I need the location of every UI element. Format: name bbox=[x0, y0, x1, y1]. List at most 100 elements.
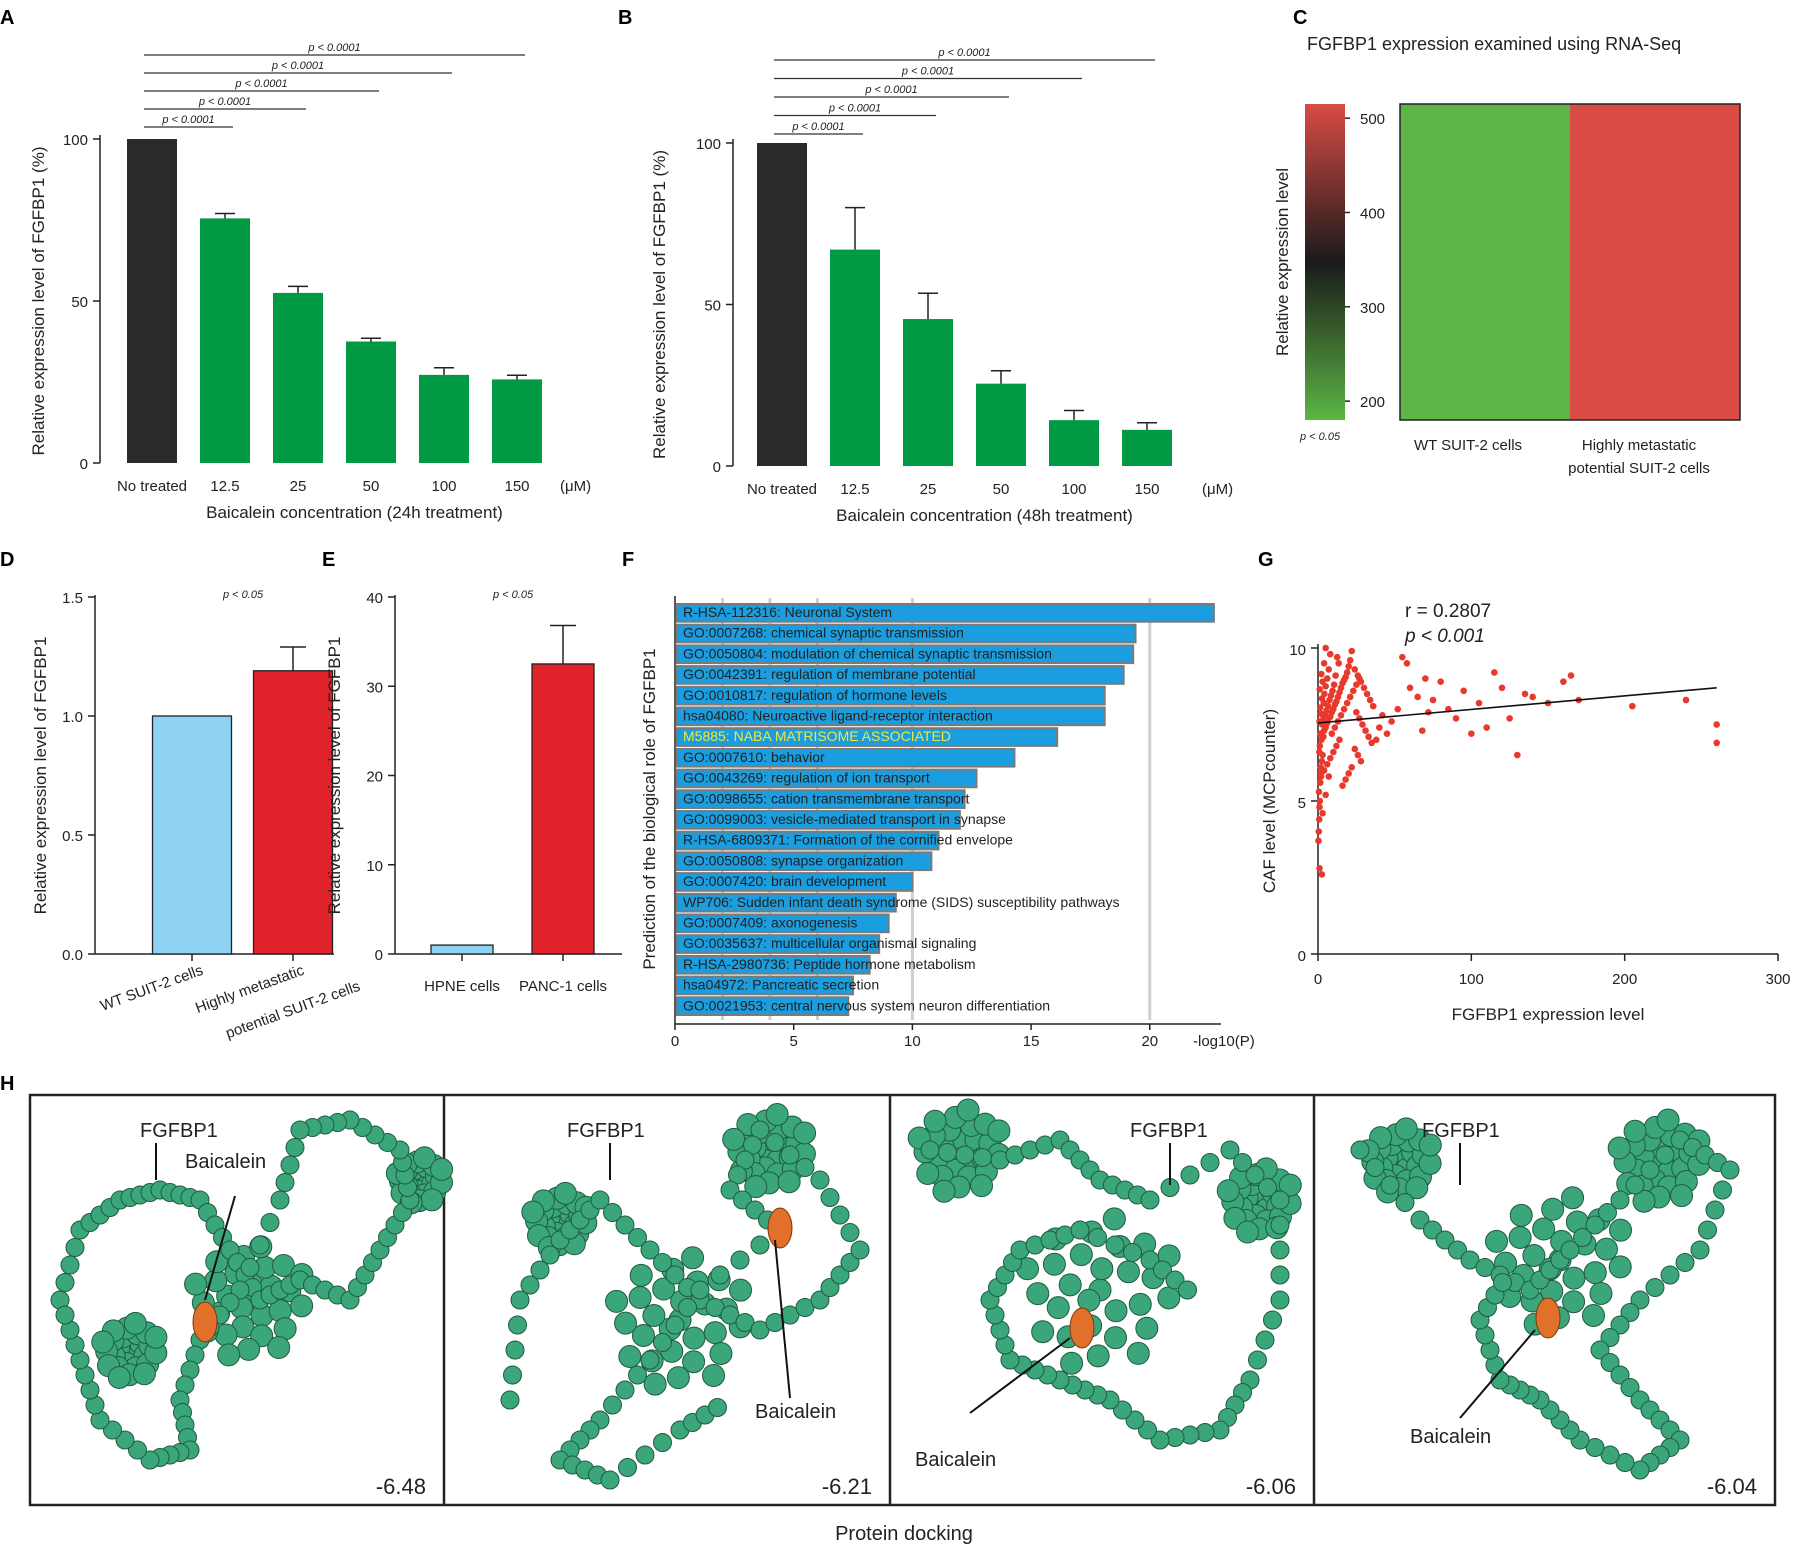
protein-atom bbox=[260, 1213, 280, 1232]
x-tick-label: 5 bbox=[790, 1033, 798, 1050]
panel-label: E bbox=[322, 549, 335, 571]
x-tick-label: 15 bbox=[1023, 1033, 1040, 1050]
panel-frame bbox=[28, 1093, 1777, 1507]
protein-atom bbox=[765, 1102, 789, 1126]
protein-atom bbox=[653, 1433, 672, 1452]
protein-atom bbox=[1395, 1193, 1415, 1212]
protein-atom bbox=[938, 1143, 957, 1162]
protein-atom bbox=[1236, 1220, 1260, 1244]
colorbar-tick-label: 400 bbox=[1360, 205, 1385, 222]
scatter-point bbox=[1399, 653, 1406, 661]
x-axis-label: -log10(P) bbox=[1193, 1033, 1255, 1050]
heatmap-column-label: WT SUIT-2 cells bbox=[1414, 437, 1522, 454]
colorbar-label: Relative expression level bbox=[1273, 168, 1292, 356]
bar bbox=[252, 670, 334, 955]
p-value-label: p < 0.001 bbox=[1404, 626, 1485, 647]
protein-atom bbox=[132, 1362, 156, 1386]
protein-atom bbox=[614, 1311, 638, 1335]
scatter-point bbox=[1316, 797, 1324, 805]
panel-b: B 0 50 100 Relative expression level of FGFB… bbox=[618, 7, 1233, 525]
go-term-label: GO:0007420: brain development bbox=[683, 873, 886, 889]
scatter-point bbox=[1521, 690, 1529, 698]
ligand-label: Baicalein bbox=[755, 1401, 836, 1423]
protein-atom bbox=[1713, 1180, 1732, 1200]
protein-atom bbox=[820, 1188, 840, 1207]
protein-atom bbox=[1248, 1350, 1267, 1370]
protein-atom bbox=[267, 1336, 291, 1360]
scatter-point bbox=[1323, 675, 1331, 682]
protein-atom bbox=[1270, 1215, 1290, 1235]
y-tick-label: 100 bbox=[63, 132, 88, 149]
protein-atom bbox=[1615, 1453, 1635, 1472]
protein-atom bbox=[628, 1365, 647, 1385]
go-term-bar bbox=[676, 747, 1016, 768]
x-tick-label: 150 bbox=[504, 478, 529, 495]
protein-atom bbox=[1608, 1255, 1632, 1279]
significance-label: p < 0.0001 bbox=[307, 42, 360, 54]
scatter-point bbox=[1713, 721, 1720, 728]
scatter-point bbox=[1316, 748, 1323, 756]
x-tick-label: 50 bbox=[993, 481, 1010, 498]
y-tick-label: 100 bbox=[696, 136, 721, 153]
protein-atom bbox=[1522, 1243, 1546, 1267]
bar bbox=[757, 143, 807, 466]
protein-atom bbox=[590, 1190, 610, 1210]
protein-atom bbox=[600, 1470, 620, 1490]
scatter-point bbox=[1319, 809, 1326, 817]
scatter-point bbox=[1322, 644, 1329, 652]
protein-atom bbox=[1088, 1228, 1107, 1247]
protein-atom bbox=[412, 1146, 436, 1170]
y-axis-label: Relative expression level of FGFBP1 bbox=[325, 637, 344, 915]
scatter-point bbox=[1326, 754, 1334, 762]
ligand-label: Baicalein bbox=[915, 1449, 996, 1471]
protein-atom bbox=[1200, 1153, 1220, 1172]
scatter-point bbox=[1506, 715, 1513, 722]
scatter-point bbox=[1331, 724, 1339, 731]
y-tick-label: 0 bbox=[80, 456, 88, 473]
scatter-point bbox=[1360, 684, 1368, 692]
y-tick-label: 30 bbox=[366, 679, 383, 696]
protein-atom bbox=[1140, 1190, 1160, 1210]
significance-label: p < 0.0001 bbox=[198, 96, 251, 108]
protein-atom bbox=[916, 1161, 940, 1185]
scatter-point bbox=[1376, 724, 1383, 731]
protein-atom bbox=[665, 1315, 685, 1335]
protein-atom bbox=[643, 1372, 667, 1396]
y-axis-label: Relative expression level of FGFBP1 (%) bbox=[650, 150, 669, 459]
scatter-point bbox=[1483, 724, 1490, 731]
protein-atom bbox=[107, 1365, 131, 1389]
protein-atom bbox=[605, 1289, 629, 1313]
scatter-point bbox=[1316, 865, 1323, 872]
go-term-bar bbox=[676, 768, 978, 789]
protein-atom bbox=[681, 1246, 705, 1270]
protein-atom bbox=[678, 1298, 697, 1317]
colorbar-tick-label: 300 bbox=[1360, 300, 1385, 317]
docking-panel: FGFBP1 Baicalein -6.48 bbox=[50, 1110, 454, 1499]
x-tick-label: No treated bbox=[117, 478, 187, 495]
protein-atom bbox=[430, 1157, 454, 1181]
bar bbox=[1049, 420, 1099, 466]
go-term-label: hsa04972: Pancreatic secretion bbox=[683, 977, 879, 993]
significance-label: p < 0.0001 bbox=[828, 103, 881, 115]
protein-atom bbox=[1116, 1260, 1140, 1284]
unit-label: (μM) bbox=[1202, 481, 1233, 498]
scatter-point bbox=[1337, 712, 1345, 719]
protein-atom bbox=[629, 1263, 653, 1287]
scatter-point bbox=[1529, 693, 1536, 701]
protein-atom bbox=[1705, 1200, 1725, 1220]
ligand-pointer bbox=[204, 1195, 236, 1301]
scatter-point bbox=[1333, 653, 1341, 661]
protein-atom bbox=[508, 1315, 527, 1335]
x-tick-label: 300 bbox=[1765, 971, 1790, 988]
protein-atom bbox=[103, 1420, 122, 1440]
protein-atom bbox=[1600, 1353, 1620, 1372]
go-term-label: GO:0042391: regulation of membrane poten… bbox=[683, 666, 976, 682]
protein-atom bbox=[250, 1235, 270, 1255]
scatter-point bbox=[1452, 715, 1460, 722]
protein-atom bbox=[1640, 1160, 1660, 1180]
protein-atom bbox=[1720, 1160, 1740, 1180]
protein-atom bbox=[1560, 1240, 1580, 1260]
protein-atom bbox=[290, 1294, 314, 1318]
